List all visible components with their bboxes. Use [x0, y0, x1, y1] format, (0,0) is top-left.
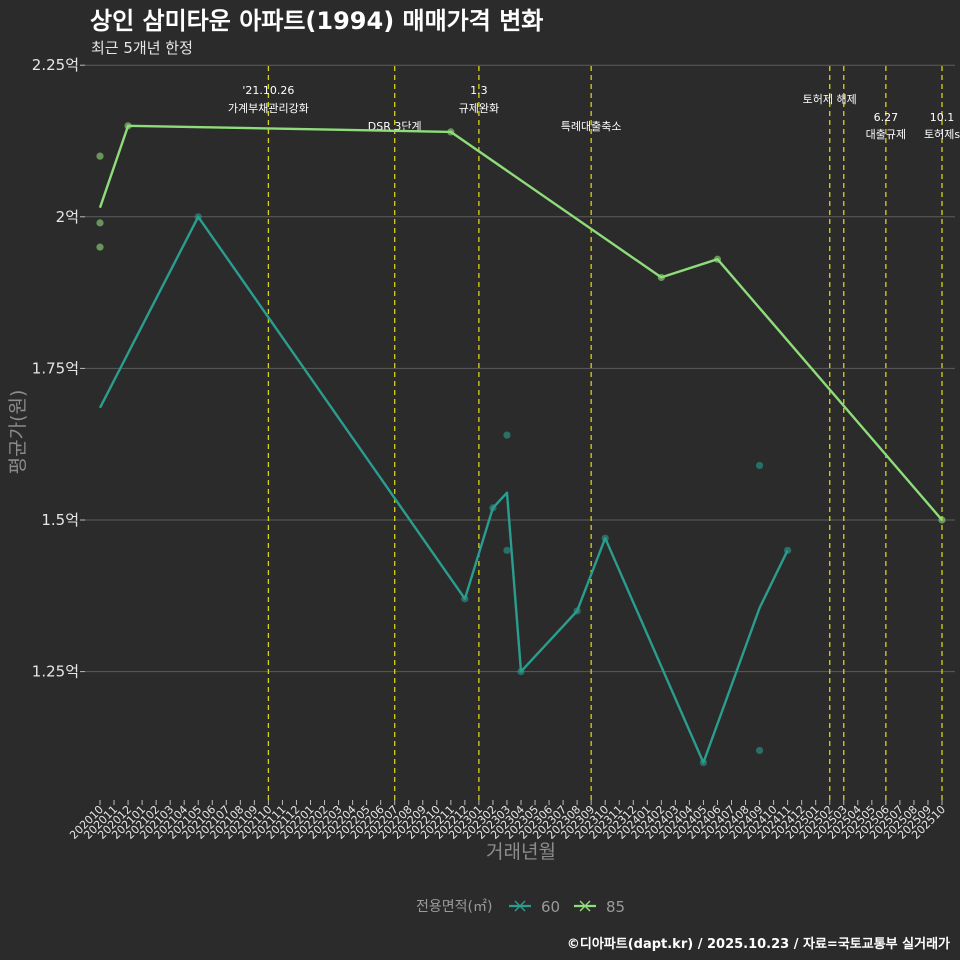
legend-label-60: 60: [541, 898, 560, 916]
data-point-60: [489, 504, 497, 512]
series-line-85: [98, 124, 943, 521]
event-name-label: 토허제s: [924, 128, 960, 141]
y-tick-label: 2억: [56, 208, 79, 226]
data-point-85: [657, 273, 665, 282]
y-tick-label: 1.25억: [32, 663, 79, 681]
event-name-label: 규제완화: [459, 102, 499, 115]
data-point-60: [601, 534, 609, 542]
data-point-60: [573, 607, 581, 615]
legend: 전용면적(㎡) 60 85: [416, 898, 625, 916]
event-date-label: '21.10.26: [242, 84, 294, 97]
legend-key-cross-60: [514, 900, 526, 912]
y-axis-title: 평균가(원): [7, 390, 29, 475]
y-tick-label: 1.75억: [32, 359, 79, 377]
y-axis: 1.25억 1.5억 1.75억 2억 2.25억: [32, 56, 85, 681]
data-point-60: [194, 213, 202, 221]
chart-subtitle: 최근 5개년 한정: [91, 39, 193, 57]
x-axis-title: 거래년월: [486, 841, 556, 863]
data-point-85: [96, 152, 104, 160]
event-name-label: 토허제 해제: [803, 92, 857, 106]
data-point-85: [938, 516, 946, 524]
event-name-label: 특례대출축소: [561, 120, 622, 133]
event-date-label: 1.3: [470, 84, 488, 97]
data-point-85: [713, 255, 722, 263]
event-name-label: 가계부채관리강화: [228, 102, 309, 115]
data-point-85: [124, 122, 132, 130]
chart-caption: ©디아파트(dapt.kr) / 2025.10.23 / 자료=국토교통부 실…: [567, 936, 950, 952]
legend-label-85: 85: [606, 898, 625, 916]
y-tick-label: 2.25억: [32, 56, 79, 74]
data-point-60: [503, 546, 511, 554]
data-point-60: [517, 668, 525, 676]
data-point-60: [755, 746, 764, 755]
event-name-label: 대출규제: [866, 128, 906, 141]
data-point-85: [96, 243, 104, 251]
event-date-label: 10.1: [930, 111, 955, 124]
data-point-60: [755, 461, 764, 470]
data-point-60: [699, 758, 708, 767]
series-group: [96, 122, 946, 767]
data-point-85: [447, 128, 455, 136]
x-axis: 2020102020112020122021012021022021032021…: [67, 800, 948, 842]
legend-key-cross-85: [579, 900, 591, 912]
event-date-label: 6.27: [874, 111, 899, 124]
chart-title: 상인 삼미타운 아파트(1994) 매매가격 변화: [90, 7, 543, 35]
legend-title: 전용면적(㎡): [416, 899, 492, 915]
data-point-60: [784, 546, 792, 554]
data-point-60: [461, 595, 469, 603]
data-point-60: [503, 431, 511, 439]
y-tick-label: 1.5억: [41, 511, 79, 529]
data-point-85: [96, 219, 104, 227]
